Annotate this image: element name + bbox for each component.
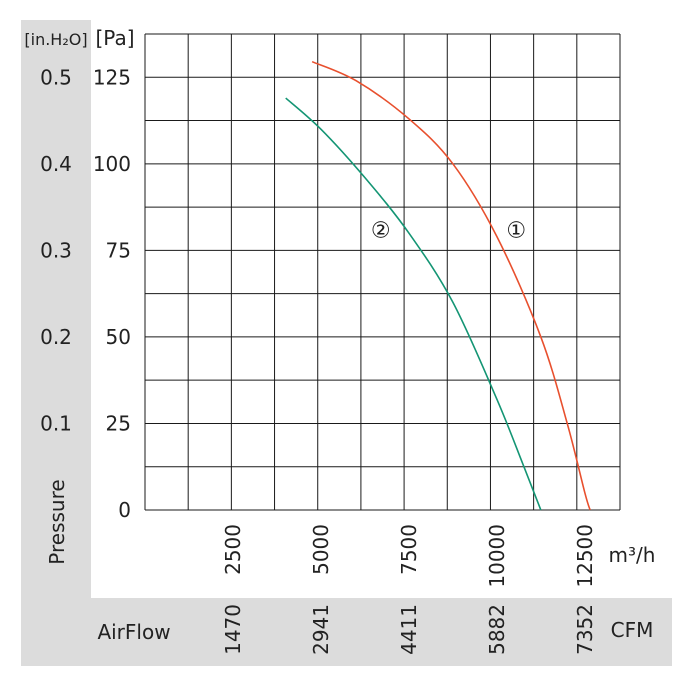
y-tick-label-pa: 100 bbox=[93, 152, 131, 176]
x-tick-label-m3h: 5000 bbox=[309, 524, 333, 575]
grid bbox=[144, 33, 621, 511]
curve-1-line bbox=[311, 60, 591, 511]
airflow-label: AirFlow bbox=[97, 620, 170, 644]
x-tick-label-cfm: 5882 bbox=[485, 604, 509, 655]
y-unit-inh2o: [in.H₂O] bbox=[24, 30, 87, 49]
x-tick-label-cfm: 7352 bbox=[573, 604, 597, 655]
y-tick-label-pa: 75 bbox=[106, 238, 131, 262]
x-tick-label-cfm: 1470 bbox=[221, 604, 245, 655]
y-tick-label-pa: 50 bbox=[106, 325, 131, 349]
curves: ①② bbox=[285, 60, 591, 511]
y-tick-label-inh2o: 0.1 bbox=[40, 411, 72, 435]
axis-panel-background bbox=[21, 20, 672, 666]
x-tick-label-cfm: 4411 bbox=[397, 604, 421, 655]
x-unit-cfm: CFM bbox=[611, 618, 654, 642]
x-tick-label-m3h: 7500 bbox=[397, 524, 421, 575]
y-tick-label-pa: 125 bbox=[93, 65, 131, 89]
x-tick-label-m3h: 12500 bbox=[573, 524, 597, 588]
x-tick-label-m3h: 2500 bbox=[221, 524, 245, 575]
x-tick-label-cfm: 2941 bbox=[309, 604, 333, 655]
curve-2-label: ② bbox=[371, 219, 391, 244]
y-tick-label-inh2o: 0.5 bbox=[40, 65, 72, 89]
y-tick-label-inh2o: 0.4 bbox=[40, 152, 72, 176]
pressure-axis-title: Pressure bbox=[45, 479, 69, 564]
y-tick-label-pa: 25 bbox=[106, 411, 131, 435]
y-unit-pa: [Pa] bbox=[95, 26, 134, 50]
x-tick-label-m3h: 10000 bbox=[485, 524, 509, 588]
y-tick-label-pa: 0 bbox=[118, 498, 131, 522]
y-tick-label-inh2o: 0.3 bbox=[40, 238, 72, 262]
y-tick-label-inh2o: 0.2 bbox=[40, 325, 72, 349]
curve-2-line bbox=[285, 97, 542, 511]
curve-1-label: ① bbox=[506, 219, 526, 244]
x-unit-m3h: m³/h bbox=[609, 543, 656, 567]
tick-labels: 0 25 50 75 100 125 0.1 0.2 0.3 0.4 0.5 2500 1470 5000… bbox=[40, 65, 597, 655]
